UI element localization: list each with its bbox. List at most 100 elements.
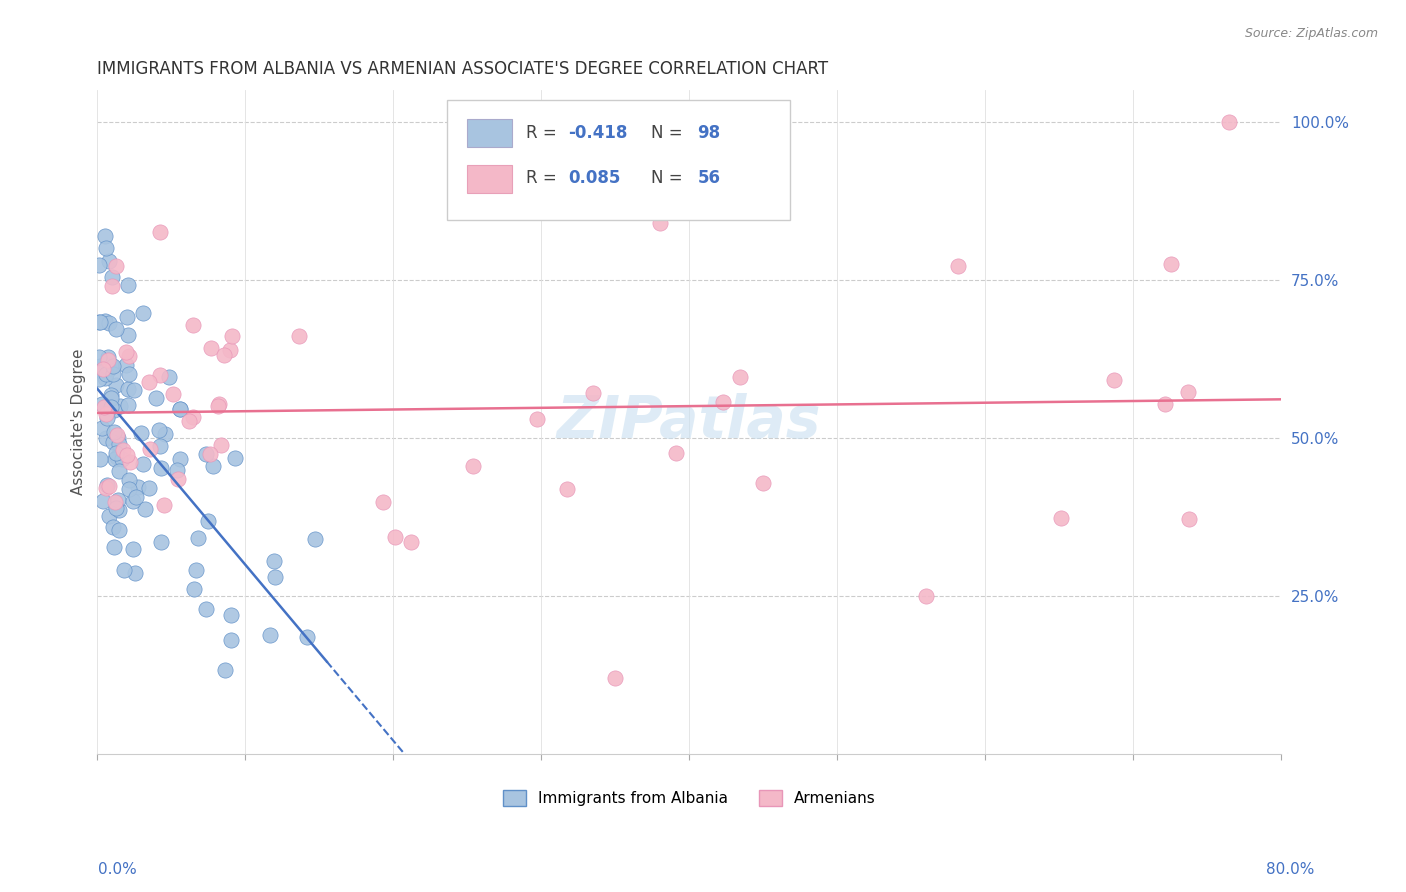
Point: [103, 540, 125, 554]
Point: [100, 387, 122, 401]
Point: [149, 439, 172, 453]
Point: [117, 310, 139, 325]
Point: [138, 375, 160, 389]
Text: 80.0%: 80.0%: [1267, 863, 1315, 877]
Point: [101, 368, 124, 382]
Point: [107, 523, 129, 537]
Text: ZIPatlas: ZIPatlas: [557, 393, 821, 450]
Point: [384, 530, 406, 544]
Text: R =: R =: [526, 124, 562, 143]
Point: [208, 397, 231, 411]
Point: [118, 349, 141, 363]
Point: [93, 371, 115, 385]
Point: [118, 368, 141, 382]
Point: [111, 452, 134, 467]
Point: [91, 397, 114, 411]
Point: [297, 630, 319, 644]
Text: Source: ZipAtlas.com: Source: ZipAtlas.com: [1244, 27, 1378, 40]
Point: [138, 481, 160, 495]
Point: [100, 400, 122, 414]
Point: [101, 435, 124, 450]
Point: [730, 369, 752, 384]
Point: [108, 464, 131, 478]
Point: [149, 368, 172, 383]
Point: [752, 476, 775, 491]
Point: [1102, 373, 1125, 387]
Point: [112, 442, 135, 457]
Point: [120, 455, 142, 469]
Point: [221, 633, 243, 648]
Point: [107, 427, 129, 442]
Y-axis label: Associate's Degree: Associate's Degree: [72, 349, 86, 495]
Point: [124, 566, 146, 580]
Point: [201, 458, 224, 473]
Point: [103, 402, 125, 417]
Point: [184, 563, 207, 577]
Point: [304, 533, 326, 547]
Point: [103, 425, 125, 439]
Text: 0.085: 0.085: [568, 169, 621, 186]
Point: [221, 329, 243, 343]
Point: [115, 448, 138, 462]
Point: [157, 370, 180, 384]
Point: [209, 437, 232, 451]
Point: [93, 400, 115, 414]
Point: [90, 364, 112, 378]
Text: IMMIGRANTS FROM ALBANIA VS ARMENIAN ASSOCIATE'S DEGREE CORRELATION CHART: IMMIGRANTS FROM ALBANIA VS ARMENIAN ASSO…: [97, 60, 828, 78]
Point: [150, 461, 173, 475]
Point: [105, 378, 128, 392]
Point: [97, 350, 120, 364]
Point: [104, 451, 127, 466]
Point: [97, 316, 120, 330]
Point: [94, 228, 117, 243]
Point: [98, 362, 121, 376]
Point: [100, 392, 122, 406]
Point: [128, 479, 150, 493]
Point: [115, 358, 138, 372]
Point: [89, 359, 111, 373]
Point: [101, 269, 124, 284]
Point: [169, 402, 191, 417]
Point: [183, 582, 205, 597]
Point: [87, 372, 110, 386]
Point: [122, 383, 145, 397]
Text: 56: 56: [697, 169, 720, 186]
Bar: [467, 165, 512, 193]
Point: [169, 402, 191, 417]
Text: R =: R =: [526, 169, 562, 186]
Point: [104, 446, 127, 460]
Point: [259, 628, 281, 642]
Point: [194, 447, 217, 461]
Point: [224, 451, 246, 466]
Point: [197, 515, 219, 529]
Point: [117, 382, 139, 396]
Bar: [467, 119, 512, 146]
Point: [1218, 115, 1240, 129]
Point: [117, 277, 139, 292]
Point: [200, 341, 222, 355]
Point: [96, 478, 118, 492]
Point: [153, 426, 176, 441]
Point: [149, 535, 172, 549]
Point: [711, 394, 734, 409]
Point: [648, 216, 671, 230]
Point: [139, 442, 162, 456]
Point: [399, 534, 422, 549]
Point: [145, 391, 167, 405]
Point: [162, 386, 184, 401]
Point: [129, 425, 152, 440]
Point: [287, 329, 309, 343]
Point: [118, 482, 141, 496]
Point: [121, 494, 143, 508]
Point: [461, 458, 484, 473]
Point: [605, 671, 627, 685]
Point: [132, 305, 155, 319]
Point: [96, 481, 118, 495]
Point: [98, 253, 121, 268]
Point: [87, 351, 110, 365]
Point: [218, 343, 240, 357]
Point: [555, 482, 578, 496]
Text: N =: N =: [651, 124, 688, 143]
Point: [1178, 512, 1201, 526]
Point: [121, 542, 143, 557]
